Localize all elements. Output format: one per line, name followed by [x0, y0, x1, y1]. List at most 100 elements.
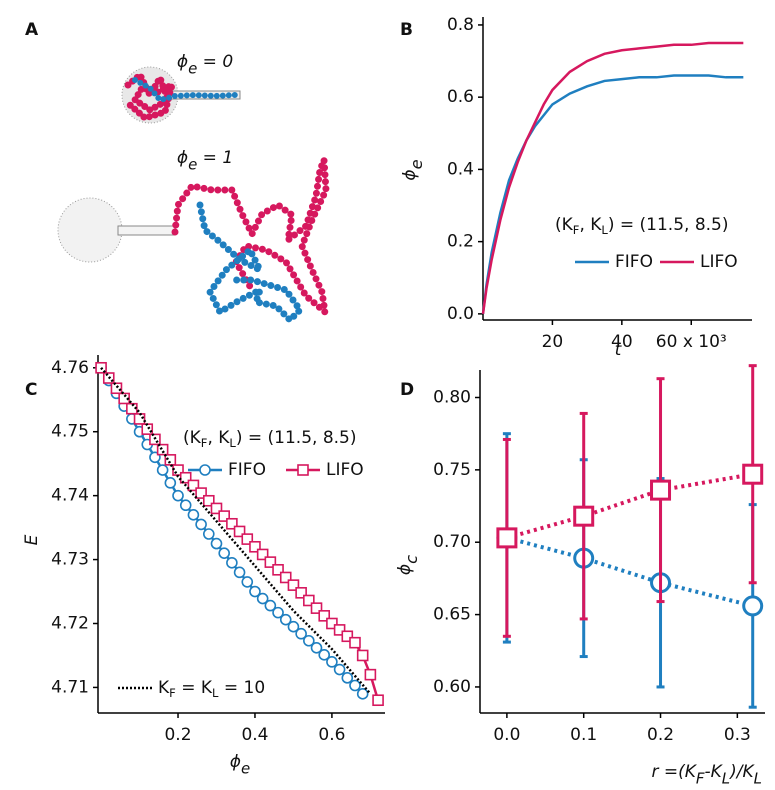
marker [241, 533, 254, 545]
x-tick-label: 60 x 10³ [656, 332, 727, 352]
text-part: F [169, 686, 176, 700]
x-tick-label: 0.6 [318, 725, 345, 745]
y-tick-label: 0.75 [433, 460, 471, 480]
marker [187, 509, 200, 521]
y-tick-label: 4.72 [51, 614, 89, 634]
series-line [506, 472, 754, 540]
marker [210, 502, 223, 515]
y-tick-label: 0.4 [447, 159, 474, 179]
marker [287, 620, 300, 633]
marker [287, 579, 300, 591]
text-part: ϕ [400, 169, 420, 180]
marker [210, 537, 223, 550]
marker [264, 556, 277, 568]
x-tick-label: 0.4 [241, 725, 268, 745]
y-tick-label: 0.80 [433, 387, 471, 407]
text-part: L [754, 769, 762, 787]
annotation: (KF, KL) = (11.5, 8.5) [555, 215, 729, 237]
marker [310, 602, 323, 614]
marker [303, 634, 315, 647]
x-axis-label: r =(KF-KL)/KL [651, 762, 762, 787]
y-axis-label: E [22, 534, 42, 545]
text-part: F [696, 769, 705, 787]
marker [272, 563, 284, 576]
y-tick-label: 0.6 [447, 87, 474, 107]
marker [202, 528, 215, 540]
marker [333, 663, 346, 676]
x-axis-label: t [615, 340, 623, 360]
chain-red [124, 69, 178, 122]
text-part: (K [555, 215, 574, 235]
marker [141, 423, 154, 435]
annotation: (KF, KL) = (11.5, 8.5) [183, 428, 357, 450]
marker [202, 494, 215, 507]
y-tick-label: 4.76 [51, 358, 89, 378]
panel-letter: D [400, 380, 414, 400]
text-part: = 0 [197, 52, 233, 72]
marker [742, 463, 764, 485]
marker [118, 392, 130, 405]
chain-blue [196, 201, 305, 325]
text-part: F [201, 436, 208, 450]
marker [318, 610, 331, 622]
illustration [57, 66, 330, 325]
caption: ϕe = 1 [177, 148, 233, 173]
chain-blue [132, 77, 238, 104]
marker [318, 649, 331, 661]
marker [133, 413, 146, 425]
marker [156, 443, 169, 456]
text-part: L [722, 769, 730, 787]
marker [573, 505, 595, 527]
y-tick-label: 0.65 [433, 605, 471, 625]
marker [356, 688, 369, 700]
text-part: L [212, 686, 219, 700]
marker [249, 585, 261, 598]
x-tick-label: 0.3 [724, 725, 751, 745]
x-tick-label: 40 [611, 332, 633, 352]
panel-letter: B [400, 20, 413, 40]
legend-label: LIFO [326, 460, 364, 480]
series-line [506, 535, 754, 608]
caption: ϕe = 0 [177, 52, 233, 77]
legend-marker [297, 464, 309, 476]
y-tick-label: 4.73 [51, 550, 89, 570]
marker [272, 606, 284, 619]
legend-label: FIFO [615, 252, 653, 272]
marker [303, 594, 315, 607]
text-part: = 1 [197, 148, 233, 168]
marker [195, 487, 207, 499]
marker [233, 525, 246, 538]
x-tick-label: 0.2 [164, 725, 191, 745]
y-tick-label: 4.71 [51, 677, 89, 697]
panel-letter: C [25, 380, 37, 400]
legend-label: FIFO [228, 460, 266, 480]
y-tick-label: 0.60 [433, 677, 471, 697]
marker [179, 499, 192, 512]
marker [164, 477, 177, 489]
y-axis-label: ϕe [400, 159, 426, 180]
marker [172, 489, 184, 502]
marker [295, 627, 307, 640]
marker [256, 548, 269, 561]
text-part: ϕ [177, 52, 188, 72]
marker [742, 595, 764, 617]
x-tick-label: 0.0 [493, 725, 520, 745]
legend-label: KF = KL = 10 [158, 678, 265, 700]
y-tick-label: 0.0 [447, 304, 474, 324]
y-tick-label: 4.74 [51, 486, 89, 506]
text-part: e [188, 59, 197, 77]
marker [326, 656, 338, 668]
text-part: e [188, 155, 197, 173]
marker [256, 592, 269, 605]
legend-label: LIFO [700, 252, 738, 272]
marker [333, 624, 346, 636]
x-tick-label: 0.1 [570, 725, 597, 745]
marker [372, 694, 384, 707]
text-part: ) = (11.5, 8.5) [608, 215, 729, 235]
marker [164, 454, 177, 466]
text-part: , K [579, 215, 602, 235]
marker [349, 636, 361, 649]
marker [341, 630, 354, 643]
marker [279, 571, 292, 584]
marker [349, 679, 361, 692]
